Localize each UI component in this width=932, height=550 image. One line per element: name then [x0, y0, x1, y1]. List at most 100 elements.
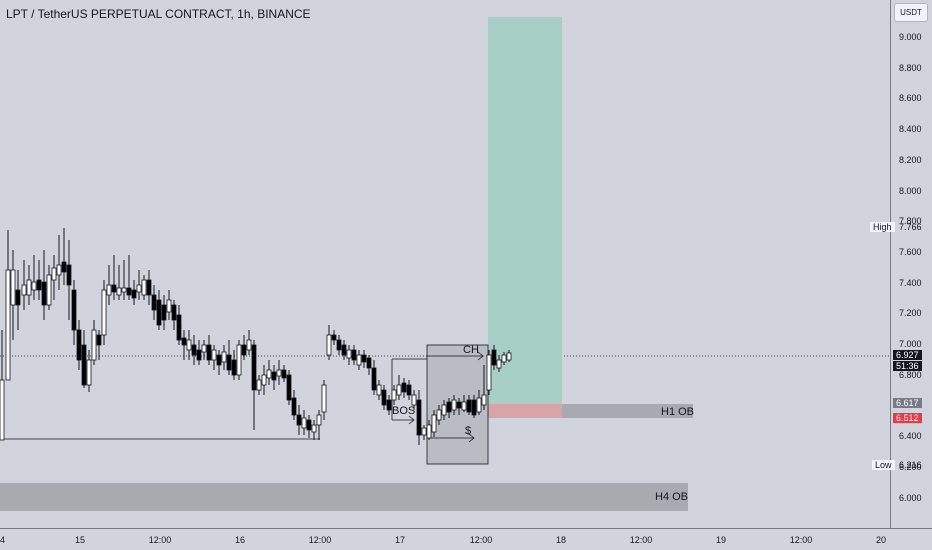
candle-bear[interactable]: [291, 397, 297, 416]
candle-bull[interactable]: [356, 354, 362, 366]
candle-bear[interactable]: [71, 289, 77, 331]
candle-bull[interactable]: [346, 349, 352, 359]
price-axis[interactable]: 9.000 8.800 8.600 8.400 8.200 8.000 7.800 7.600…: [890, 0, 932, 528]
time-axis[interactable]: 14 15 12:00 16 12:00 17 12:00 18 12:00 19 12:00 20: [0, 528, 932, 550]
candle-bull[interactable]: [451, 399, 457, 411]
candle-bull[interactable]: [51, 267, 57, 281]
candle-bear[interactable]: [381, 389, 387, 406]
candle-bear[interactable]: [126, 287, 132, 296]
long-position-profit-zone[interactable]: [488, 17, 562, 404]
candle-bear[interactable]: [341, 344, 347, 356]
candle-bull[interactable]: [56, 264, 62, 276]
candle-bull[interactable]: [101, 289, 107, 336]
candle-bear[interactable]: [466, 399, 472, 413]
candle-bull[interactable]: [10, 269, 16, 306]
chart-area[interactable]: BOS CH $ H1 OB H4 OB LPT / TetherUS PERP…: [0, 0, 890, 528]
candle-bear[interactable]: [36, 279, 42, 291]
candle-bear[interactable]: [416, 399, 422, 436]
candle-bull[interactable]: [246, 339, 252, 351]
candle-bear[interactable]: [446, 401, 452, 413]
candle-bear[interactable]: [151, 294, 157, 311]
candle-bear[interactable]: [366, 357, 372, 369]
candle-bull[interactable]: [431, 414, 437, 433]
candle-bull[interactable]: [496, 359, 502, 369]
candle-bear[interactable]: [191, 344, 197, 356]
candle-bull[interactable]: [221, 351, 227, 363]
candle-bear[interactable]: [66, 264, 72, 286]
candle-bear[interactable]: [131, 289, 137, 299]
candle-bear[interactable]: [181, 337, 187, 346]
long-position-stop-zone[interactable]: [488, 404, 562, 418]
candle-bull[interactable]: [396, 384, 402, 396]
candle-bull[interactable]: [461, 401, 467, 411]
candle-bull[interactable]: [481, 394, 487, 406]
candle-bear[interactable]: [61, 261, 67, 273]
candlestick-series[interactable]: [0, 228, 512, 445]
candle-bear[interactable]: [15, 289, 21, 306]
candle-bull[interactable]: [121, 287, 127, 293]
currency-button[interactable]: USDT: [894, 3, 928, 22]
candle-bear[interactable]: [81, 344, 87, 386]
candle-bear[interactable]: [241, 344, 247, 356]
candle-bull[interactable]: [391, 389, 397, 401]
candle-bull[interactable]: [506, 352, 512, 361]
candle-bull[interactable]: [26, 279, 32, 296]
candle-bull[interactable]: [116, 287, 122, 296]
candle-bear[interactable]: [206, 344, 212, 361]
candle-bear[interactable]: [176, 314, 182, 341]
candle-bear[interactable]: [371, 367, 377, 391]
candle-bear[interactable]: [471, 399, 477, 416]
candle-bull[interactable]: [316, 414, 322, 426]
candle-bull[interactable]: [21, 284, 27, 296]
candle-bull[interactable]: [261, 374, 267, 386]
candle-bull[interactable]: [426, 424, 432, 439]
candle-bull[interactable]: [31, 281, 37, 291]
candle-bull[interactable]: [311, 424, 317, 433]
candle-bull[interactable]: [46, 274, 52, 306]
candle-bear[interactable]: [226, 354, 232, 371]
candle-bear[interactable]: [146, 279, 152, 296]
candle-bear[interactable]: [351, 349, 357, 361]
candle-bear[interactable]: [401, 382, 407, 393]
candle-bull[interactable]: [106, 284, 112, 296]
candle-bull[interactable]: [136, 284, 142, 293]
candle-bull[interactable]: [5, 269, 11, 381]
candle-bear[interactable]: [196, 349, 202, 361]
candle-bull[interactable]: [501, 354, 507, 363]
candle-bear[interactable]: [171, 304, 177, 321]
candle-bear[interactable]: [306, 419, 312, 431]
candle-bear[interactable]: [251, 344, 257, 391]
candle-bull[interactable]: [91, 329, 97, 361]
candle-bear[interactable]: [271, 371, 277, 381]
candle-bull[interactable]: [141, 279, 147, 296]
candle-bull[interactable]: [476, 397, 482, 413]
candle-bull[interactable]: [276, 369, 282, 377]
candle-bull[interactable]: [256, 379, 262, 391]
candle-bull[interactable]: [236, 344, 242, 376]
candle-bear[interactable]: [216, 354, 222, 366]
candle-bull[interactable]: [266, 369, 272, 379]
candle-bull[interactable]: [301, 417, 307, 429]
candle-bull[interactable]: [86, 359, 92, 386]
candle-bull[interactable]: [436, 409, 442, 421]
candle-bull[interactable]: [326, 334, 332, 356]
candle-bull[interactable]: [321, 384, 327, 413]
candle-bull[interactable]: [441, 404, 447, 416]
candle-bear[interactable]: [286, 374, 292, 401]
chart-plot[interactable]: BOS CH $ H1 OB H4 OB: [0, 0, 890, 528]
candle-bull[interactable]: [166, 299, 172, 313]
candle-bear[interactable]: [161, 304, 167, 321]
h4-ob-zone[interactable]: [0, 483, 688, 511]
candle-bear[interactable]: [96, 334, 102, 346]
candle-bear[interactable]: [386, 399, 392, 411]
candle-bear[interactable]: [456, 401, 462, 409]
candle-bear[interactable]: [296, 414, 302, 426]
candle-bull[interactable]: [411, 394, 417, 406]
candle-bull[interactable]: [0, 379, 5, 441]
candle-bear[interactable]: [156, 299, 162, 326]
candle-bear[interactable]: [336, 339, 342, 351]
candle-bear[interactable]: [111, 284, 117, 293]
candle-bull[interactable]: [376, 384, 382, 396]
candle-bear[interactable]: [231, 359, 237, 376]
candle-bull[interactable]: [186, 339, 192, 351]
